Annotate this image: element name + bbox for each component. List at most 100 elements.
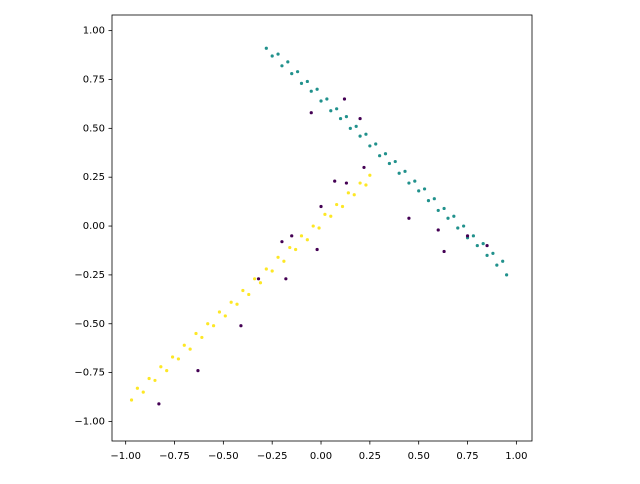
scatter-point — [344, 115, 349, 119]
scatter-point — [364, 132, 368, 136]
scatter-point — [323, 212, 327, 216]
scatter-point — [286, 60, 290, 64]
x-tick-label: 0.50 — [408, 451, 430, 462]
scatter-point — [354, 124, 358, 128]
scatter-point — [471, 234, 475, 238]
scatter-point — [270, 269, 274, 273]
scatter-point — [280, 64, 284, 68]
scatter-point — [315, 247, 319, 252]
scatter-point — [485, 253, 489, 257]
y-tick-label: −0.50 — [74, 319, 105, 330]
x-tick-label: −0.50 — [208, 451, 239, 462]
scatter-point — [239, 324, 243, 328]
scatter-point — [135, 386, 139, 390]
scatter-point — [290, 72, 294, 76]
scatter-point — [229, 300, 233, 304]
scatter-point — [315, 87, 319, 91]
scatter-point — [342, 97, 347, 101]
scatter-point — [495, 263, 499, 267]
scatter-point — [358, 181, 362, 185]
scatter-point — [397, 171, 401, 175]
scatter-point — [329, 109, 333, 113]
x-tick-label: −0.25 — [257, 451, 288, 462]
scatter-point — [157, 402, 161, 406]
scatter-point — [426, 199, 431, 203]
scatter-point — [165, 369, 169, 373]
y-tick-label: 0.00 — [83, 221, 105, 232]
scatter-point — [338, 116, 343, 121]
scatter-point — [485, 243, 489, 248]
scatter-point — [364, 183, 368, 187]
scatter-point — [368, 173, 372, 177]
scatter-point — [200, 335, 204, 340]
scatter-point — [253, 277, 257, 281]
scatter-point — [294, 247, 298, 252]
scatter-point — [284, 277, 288, 281]
scatter-point — [387, 161, 391, 166]
scatter-point — [333, 179, 337, 183]
y-tick-label: −1.00 — [74, 416, 105, 427]
y-tick-label: 0.25 — [83, 172, 105, 183]
scatter-point — [282, 259, 286, 263]
scatter-point — [141, 390, 145, 394]
scatter-point — [305, 79, 309, 84]
scatter-point — [194, 331, 198, 336]
x-tick-label: 1.00 — [505, 451, 527, 462]
scatter-point — [305, 238, 309, 242]
scatter-point — [358, 116, 362, 121]
scatter-point — [217, 310, 222, 314]
scatter-point — [422, 187, 427, 191]
scatter-point — [358, 134, 362, 138]
scatter-point — [276, 52, 280, 56]
scatter-point — [325, 97, 329, 101]
scatter-point — [456, 226, 460, 230]
scatter-point — [196, 369, 200, 373]
scatter-point — [276, 255, 280, 259]
x-tick-label: 0.25 — [359, 451, 381, 462]
scatter-point — [393, 159, 397, 164]
x-tick-label: 0.00 — [310, 451, 332, 462]
y-tick-label: 0.75 — [83, 74, 105, 85]
scatter-point — [505, 273, 509, 277]
y-tick-label: 1.00 — [83, 26, 105, 37]
scatter-point — [335, 107, 339, 111]
scatter-point — [442, 206, 446, 211]
scatter-point — [258, 281, 263, 285]
scatter-point — [491, 251, 495, 256]
scatter-point — [206, 322, 210, 326]
scatter-point — [362, 165, 366, 170]
scatter-point — [344, 181, 349, 185]
y-tick-label: 0.50 — [83, 123, 105, 134]
scatter-point — [417, 189, 421, 193]
scatter-point — [264, 46, 268, 50]
scatter-point — [311, 224, 315, 228]
scatter-point — [436, 208, 440, 213]
scatter-point — [319, 204, 323, 209]
scatter-point — [170, 355, 175, 359]
scatter-point — [348, 126, 352, 130]
scatter-point — [436, 228, 440, 232]
scatter-point — [407, 181, 411, 185]
scatter-point — [317, 226, 321, 230]
scatter-point — [442, 249, 446, 254]
scatter-point — [352, 193, 356, 197]
scatter-point — [475, 243, 479, 248]
scatter-point — [153, 378, 157, 383]
scatter-point — [378, 154, 382, 158]
plot-frame — [111, 14, 533, 442]
scatter-point — [235, 302, 239, 306]
scatter-point — [346, 191, 350, 195]
x-tick-label: 0.75 — [456, 451, 478, 462]
scatter-point — [129, 398, 134, 402]
scatter-point — [465, 234, 470, 238]
scatter-point — [182, 343, 186, 347]
scatter-point — [501, 259, 505, 263]
scatter-point — [299, 81, 304, 85]
scatter-point — [329, 214, 333, 218]
scatter-point — [211, 324, 216, 328]
scatter-point — [340, 204, 345, 209]
scatter-point — [413, 179, 417, 183]
scatter-point — [335, 202, 339, 207]
scatter-point — [407, 216, 411, 220]
